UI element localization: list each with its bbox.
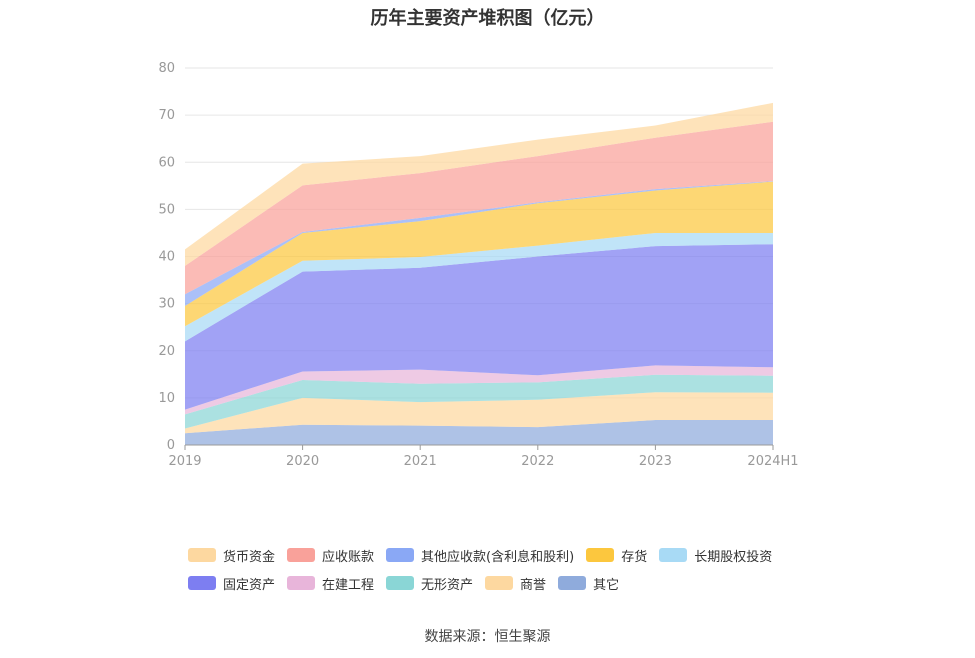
legend-label: 存货: [621, 549, 648, 565]
legend-label: 应收账款: [322, 549, 375, 565]
legend-item[interactable]: 商誉: [485, 574, 546, 593]
legend-item[interactable]: 货币资金: [188, 546, 275, 565]
x-tick-label: 2023: [639, 454, 672, 469]
legend-swatch: [188, 576, 216, 590]
legend-swatch: [287, 576, 316, 590]
legend-item[interactable]: 其它: [558, 574, 619, 593]
legend-item[interactable]: 无形资产: [386, 574, 473, 593]
legend-item[interactable]: 其他应收款(含利息和股利): [386, 546, 574, 565]
legend-label: 货币资金: [223, 549, 276, 565]
legend-label: 在建工程: [322, 577, 375, 593]
chart-title: 历年主要资产堆积图（亿元）: [370, 8, 605, 29]
y-tick-label: 60: [158, 155, 175, 170]
legend-label: 固定资产: [223, 577, 276, 593]
x-tick-label: 2024H1: [747, 454, 798, 469]
legend-swatch: [659, 548, 688, 562]
y-tick-label: 0: [167, 438, 175, 453]
legend-swatch: [188, 548, 216, 562]
stacked-area-chart: 0 10 20 30 40 50 60 70 80 2019 2020 2021 2022 2023 202…: [158, 61, 798, 469]
area-存货: [185, 181, 773, 327]
legend-swatch: [386, 576, 415, 590]
area-无形资产: [185, 374, 773, 429]
legend-swatch: [558, 576, 587, 590]
area-在建工程: [185, 365, 773, 415]
legend-swatch: [287, 548, 316, 562]
legend-swatch: [386, 548, 415, 562]
area-应收账款: [185, 121, 773, 295]
legend: 货币资金 应收账款 其他应收款(含利息和股利) 存货 长期股权投资 固定资产 在建工程 无形…: [188, 541, 828, 597]
area-商誉: [185, 392, 773, 434]
area-series: [185, 102, 773, 445]
x-tick-label: 2020: [286, 454, 319, 469]
legend-swatch: [485, 576, 514, 590]
legend-item[interactable]: 在建工程: [287, 574, 374, 593]
legend-swatch: [586, 548, 615, 562]
y-tick-label: 40: [158, 250, 175, 265]
y-tick-label: 80: [158, 61, 175, 76]
x-tick-label: 2022: [521, 454, 554, 469]
legend-label: 商誉: [520, 577, 547, 593]
x-tick-label: 2021: [404, 454, 437, 469]
y-tick-label: 50: [158, 202, 175, 217]
legend-item[interactable]: 长期股权投资: [659, 546, 772, 565]
area-固定资产: [185, 244, 773, 410]
y-tick-label: 70: [158, 108, 175, 123]
area-其它: [185, 420, 773, 445]
area-货币资金: [185, 102, 773, 266]
legend-label: 其它: [593, 577, 620, 593]
y-tick-label: 10: [158, 391, 175, 406]
legend-item[interactable]: 固定资产: [188, 574, 275, 593]
data-source: 数据来源：恒生聚源: [424, 629, 551, 645]
area-长期股权投资: [185, 232, 773, 342]
legend-label: 无形资产: [421, 577, 474, 593]
y-tick-label: 20: [158, 344, 175, 359]
legend-item[interactable]: 存货: [586, 546, 647, 565]
legend-label: 其他应收款(含利息和股利): [421, 549, 575, 565]
legend-row-2: 固定资产 在建工程 无形资产 商誉 其它: [188, 569, 828, 597]
y-tick-label: 30: [158, 297, 175, 312]
legend-label: 长期股权投资: [694, 549, 773, 565]
legend-item[interactable]: 应收账款: [287, 546, 374, 565]
axes: 0 10 20 30 40 50 60 70 80 2019 2020 2021 2022 2023 202…: [158, 61, 798, 469]
legend-row-1: 货币资金 应收账款 其他应收款(含利息和股利) 存货 长期股权投资: [188, 541, 828, 569]
x-tick-label: 2019: [168, 454, 201, 469]
